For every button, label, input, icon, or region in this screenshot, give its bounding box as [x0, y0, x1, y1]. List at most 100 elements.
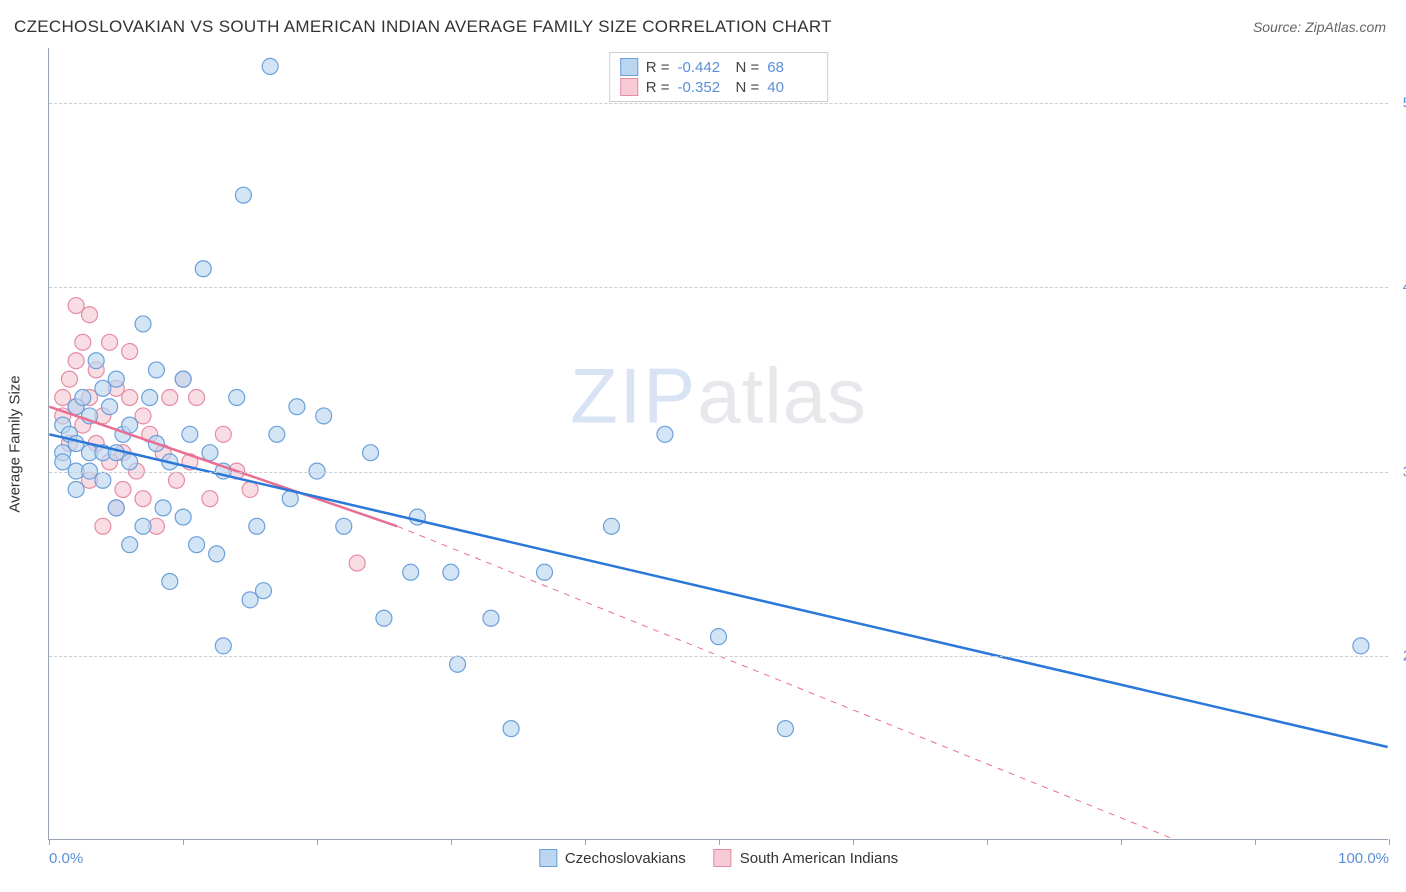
x-tick — [1121, 839, 1122, 845]
data-point — [122, 390, 138, 406]
data-point — [75, 390, 91, 406]
chart-source: Source: ZipAtlas.com — [1253, 19, 1386, 35]
data-point — [155, 500, 171, 516]
data-point — [376, 610, 392, 626]
data-point — [209, 546, 225, 562]
data-point — [289, 399, 305, 415]
data-point — [95, 472, 111, 488]
data-point — [162, 390, 178, 406]
gridline-h — [49, 656, 1388, 657]
x-tick-label: 0.0% — [49, 850, 83, 867]
data-point — [75, 334, 91, 350]
trend-line — [49, 407, 397, 527]
data-point — [115, 481, 131, 497]
data-point — [215, 638, 231, 654]
legend-R-val-0: -0.442 — [678, 59, 728, 76]
legend-bottom-label-1: South American Indians — [740, 850, 898, 867]
legend-N-val-0: 68 — [767, 59, 817, 76]
data-point — [122, 417, 138, 433]
x-tick — [585, 839, 586, 845]
legend-bottom-swatch-1 — [714, 849, 732, 867]
data-point — [108, 371, 124, 387]
legend-N-label: N = — [736, 59, 760, 76]
gridline-h — [49, 103, 1388, 104]
data-point — [135, 491, 151, 507]
data-point — [95, 518, 111, 534]
data-point — [1353, 638, 1369, 654]
data-point — [363, 445, 379, 461]
y-axis-label: Average Family Size — [7, 375, 24, 512]
data-point — [122, 454, 138, 470]
x-tick — [719, 839, 720, 845]
data-point — [175, 509, 191, 525]
data-point — [262, 58, 278, 74]
data-point — [235, 187, 251, 203]
data-point — [269, 426, 285, 442]
x-tick — [49, 839, 50, 845]
data-point — [443, 564, 459, 580]
chart-title: CZECHOSLOVAKIAN VS SOUTH AMERICAN INDIAN… — [14, 17, 832, 37]
x-tick — [183, 839, 184, 845]
legend-top: R = -0.442 N = 68 R = -0.352 N = 40 — [609, 52, 829, 102]
x-tick — [1255, 839, 1256, 845]
data-point — [102, 334, 118, 350]
legend-top-row-1: R = -0.352 N = 40 — [620, 77, 818, 97]
data-point — [403, 564, 419, 580]
data-point — [189, 390, 205, 406]
data-point — [142, 390, 158, 406]
data-point — [175, 371, 191, 387]
data-point — [711, 629, 727, 645]
legend-bottom-swatch-0 — [539, 849, 557, 867]
data-point — [336, 518, 352, 534]
data-point — [229, 390, 245, 406]
data-point — [168, 472, 184, 488]
data-point — [483, 610, 499, 626]
legend-top-row-0: R = -0.442 N = 68 — [620, 57, 818, 77]
legend-R-val-1: -0.352 — [678, 79, 728, 96]
legend-R-label: R = — [646, 59, 670, 76]
data-point — [108, 500, 124, 516]
legend-top-swatch-1 — [620, 78, 638, 96]
data-point — [603, 518, 619, 534]
x-tick — [853, 839, 854, 845]
data-point — [162, 573, 178, 589]
data-point — [255, 583, 271, 599]
legend-bottom-item-0: Czechoslovakians — [539, 849, 686, 867]
chart-svg — [49, 48, 1388, 839]
gridline-h — [49, 287, 1388, 288]
data-point — [202, 491, 218, 507]
data-point — [202, 445, 218, 461]
legend-bottom: Czechoslovakians South American Indians — [539, 849, 898, 867]
data-point — [135, 316, 151, 332]
data-point — [195, 261, 211, 277]
trend-line — [49, 434, 1387, 747]
legend-top-swatch-0 — [620, 58, 638, 76]
x-tick-label: 100.0% — [1338, 850, 1389, 867]
x-tick — [987, 839, 988, 845]
data-point — [189, 537, 205, 553]
data-point — [102, 399, 118, 415]
legend-N-val-1: 40 — [767, 79, 817, 96]
legend-bottom-item-1: South American Indians — [714, 849, 898, 867]
data-point — [122, 344, 138, 360]
data-point — [82, 307, 98, 323]
data-point — [242, 481, 258, 497]
trend-line — [397, 526, 1173, 839]
gridline-h — [49, 472, 1388, 473]
data-point — [215, 426, 231, 442]
chart-header: CZECHOSLOVAKIAN VS SOUTH AMERICAN INDIAN… — [0, 0, 1406, 48]
data-point — [503, 721, 519, 737]
data-point — [88, 353, 104, 369]
data-point — [182, 426, 198, 442]
data-point — [249, 518, 265, 534]
data-point — [122, 537, 138, 553]
data-point — [61, 371, 77, 387]
legend-bottom-label-0: Czechoslovakians — [565, 850, 686, 867]
x-tick — [1389, 839, 1390, 845]
data-point — [68, 353, 84, 369]
x-tick — [451, 839, 452, 845]
data-point — [450, 656, 466, 672]
data-point — [657, 426, 673, 442]
data-point — [349, 555, 365, 571]
data-point — [537, 564, 553, 580]
